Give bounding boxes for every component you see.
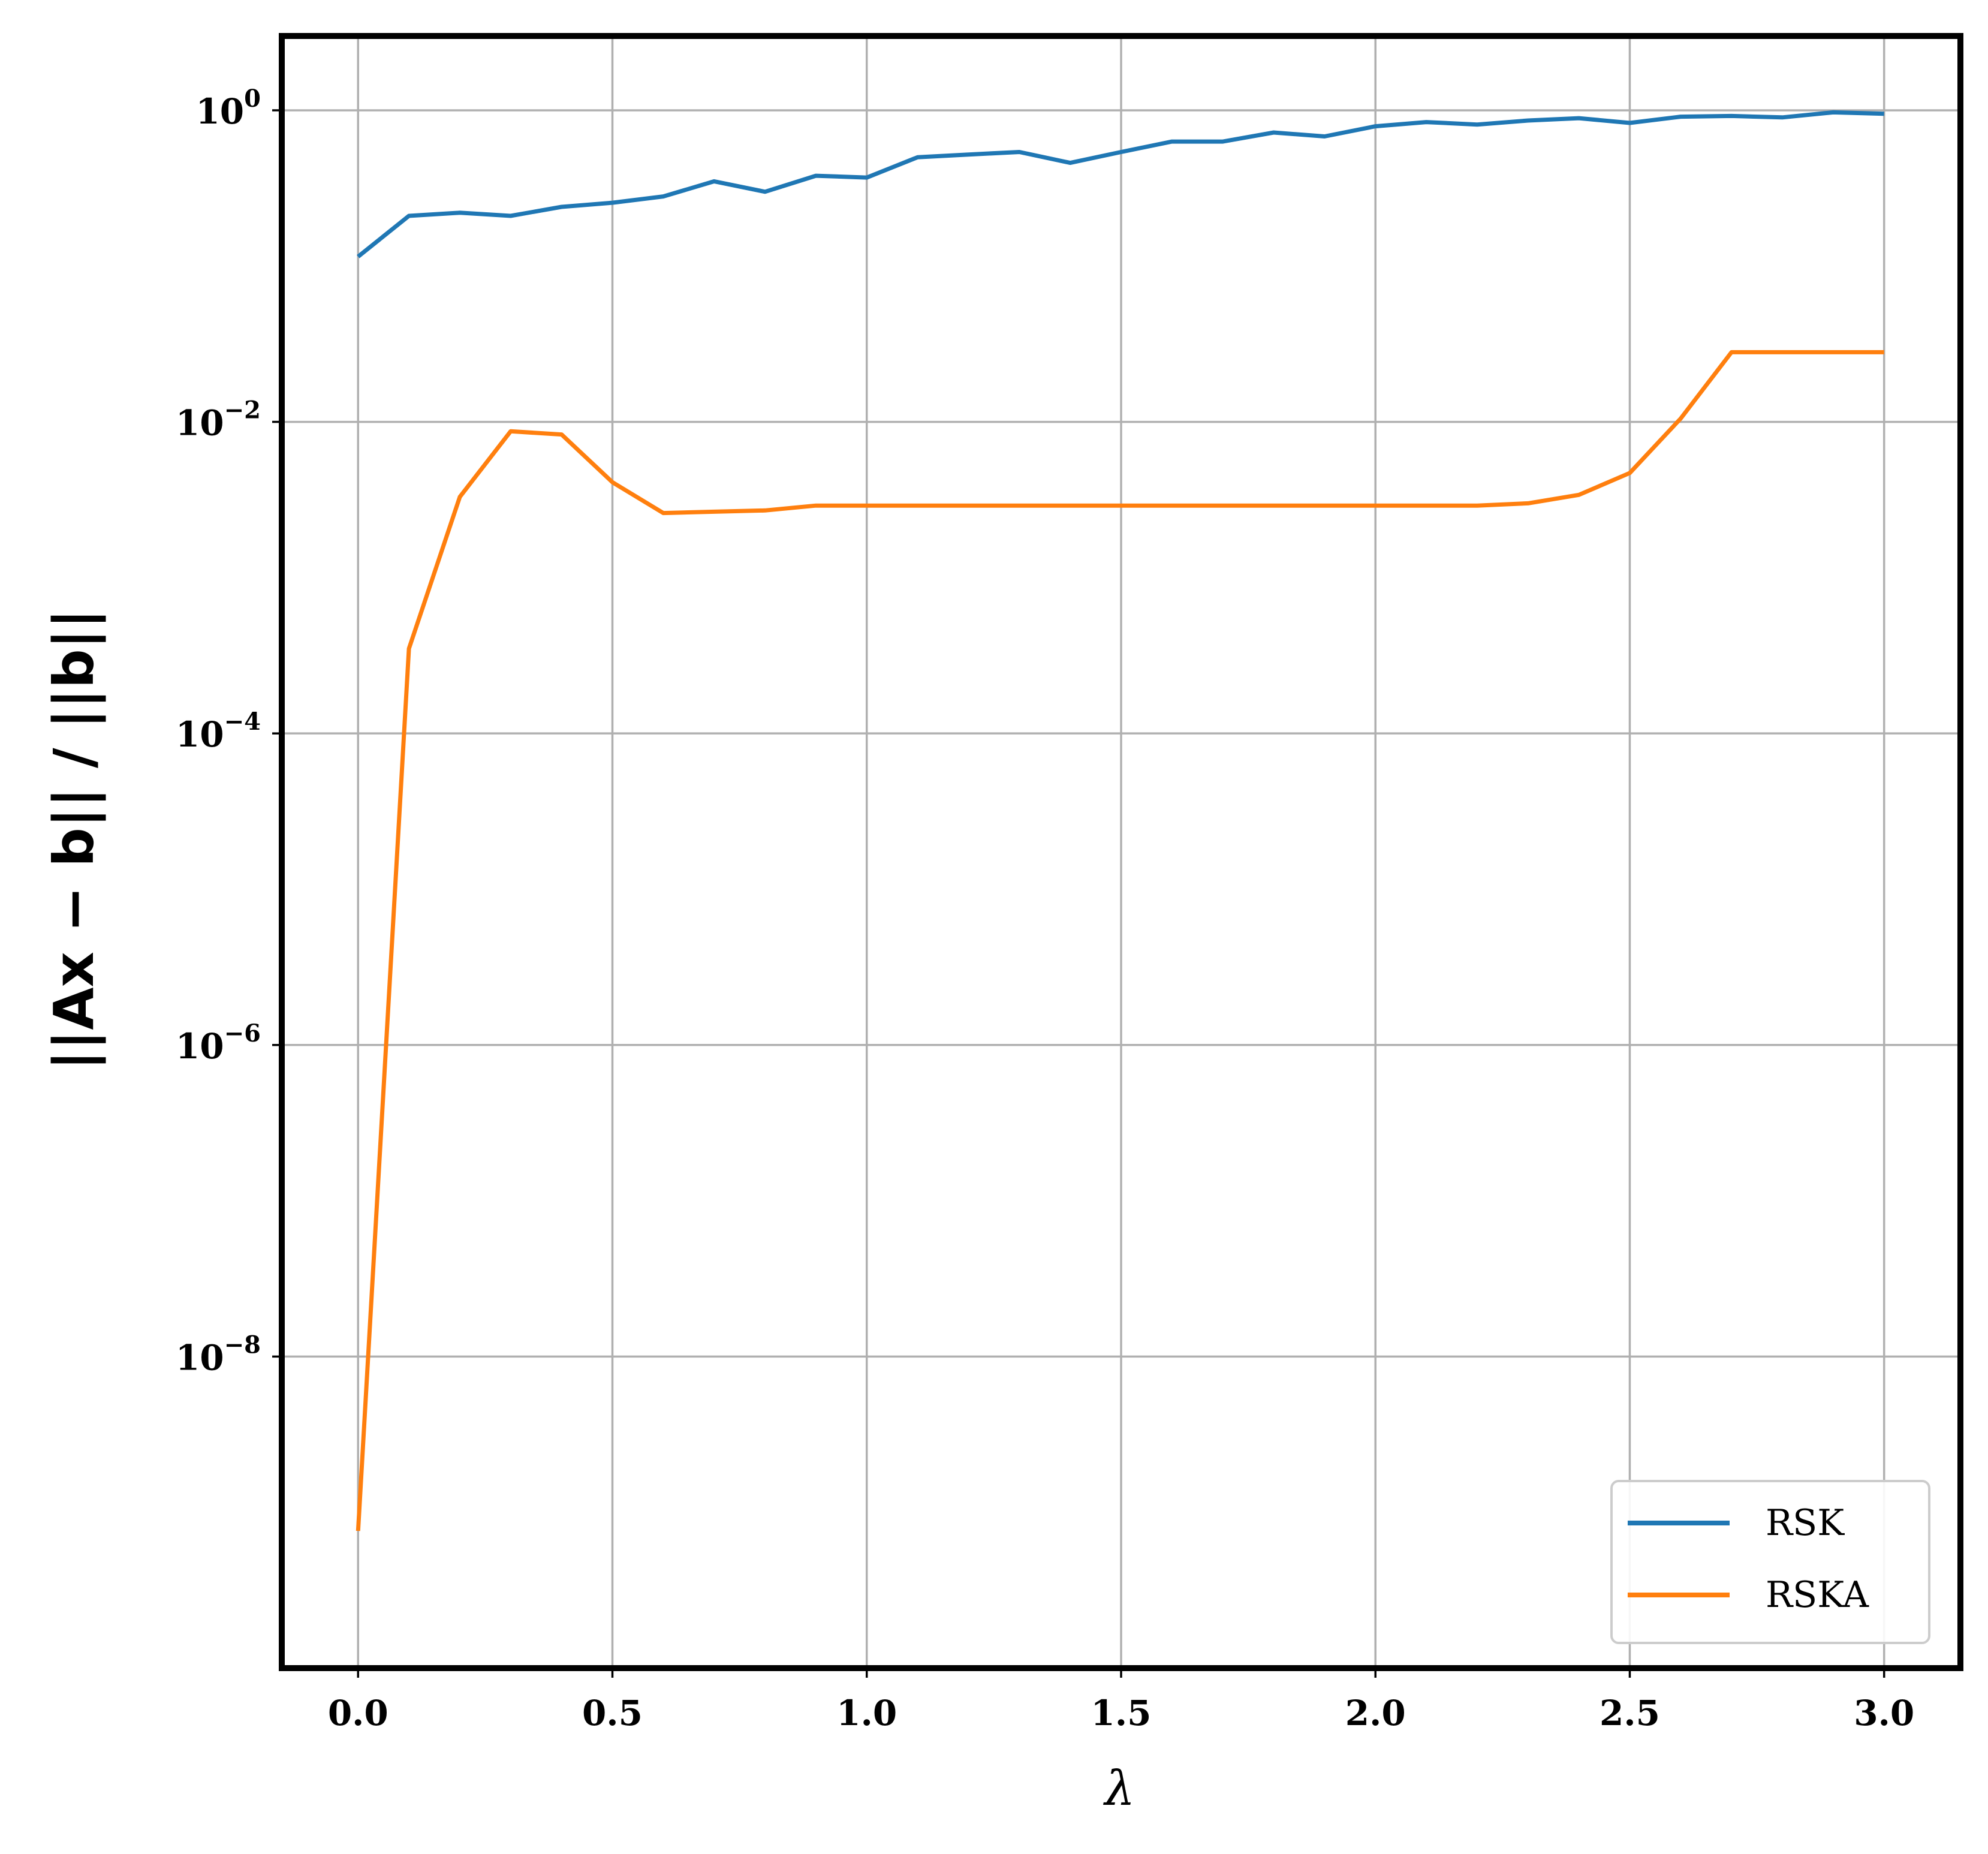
x-tick-label: 2.5 — [1600, 1693, 1660, 1733]
y-tick-label: 100 — [195, 85, 261, 132]
legend-label-rska: RSKA — [1766, 1574, 1869, 1616]
grid — [282, 36, 1960, 1668]
legend-label-rsk: RSK — [1766, 1502, 1845, 1544]
y-axis-label: ||Ax − b|| / ||b|| — [42, 609, 106, 1070]
x-tick-label: 0.0 — [328, 1693, 388, 1733]
x-tick-label: 2.0 — [1345, 1693, 1406, 1733]
x-axis-ticks: 0.0 0.5 1.0 1.5 2.0 2.5 3.0 — [328, 1668, 1914, 1733]
legend: RSK RSKA — [1610, 1480, 1930, 1644]
x-axis-label: λ — [1103, 1760, 1135, 1816]
series-group — [356, 110, 1884, 1531]
x-tick-label: 1.0 — [836, 1693, 897, 1733]
y-tick-label: 10−2 — [176, 396, 261, 444]
x-tick-label: 0.5 — [582, 1693, 643, 1733]
x-tick-label: 1.5 — [1091, 1693, 1152, 1733]
y-tick-label: 10−4 — [176, 708, 261, 755]
x-tick-label: 3.0 — [1854, 1693, 1914, 1733]
series-line-rsk — [357, 110, 1884, 258]
series-line-rska — [356, 350, 1884, 1531]
y-tick-label: 10−8 — [176, 1331, 261, 1378]
y-axis-ticks: 100 10−2 10−4 10−6 10−8 — [176, 85, 282, 1378]
y-tick-label: 10−6 — [176, 1019, 261, 1067]
